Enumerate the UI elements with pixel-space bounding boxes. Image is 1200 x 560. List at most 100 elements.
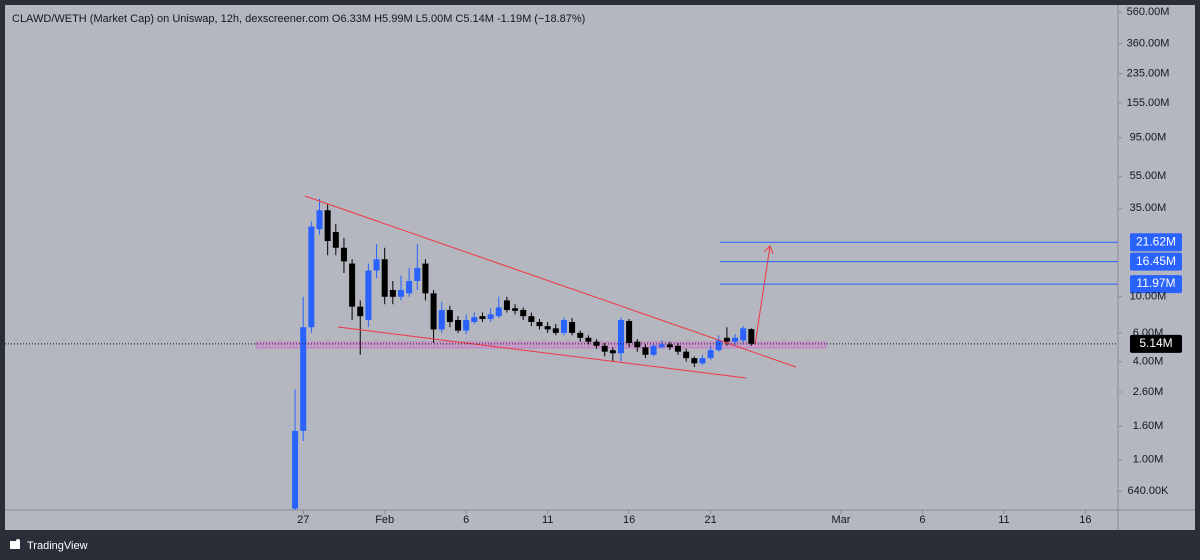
candle-body [715, 340, 722, 351]
candle-body [422, 263, 429, 294]
candle-body [389, 290, 396, 297]
x-tick-label: 6 [919, 514, 925, 526]
last-price-label: 5.14M [1139, 336, 1172, 350]
candle-body [617, 320, 624, 354]
candle-body [487, 314, 494, 320]
candle-body [365, 270, 372, 321]
candle-body [512, 308, 519, 311]
x-tick-label: 16 [623, 514, 635, 526]
y-tick-label: 360.00M [1127, 37, 1170, 49]
x-tick-label: 11 [542, 514, 553, 526]
candle-body [455, 320, 462, 331]
candle-body [430, 293, 437, 330]
brand: TradingView [27, 540, 88, 552]
candle-body [381, 259, 388, 297]
candle-body [463, 320, 470, 331]
y-tick-label: 35.00M [1130, 202, 1167, 214]
price-line-label: 21.62M [1136, 234, 1176, 248]
x-tick-label: 21 [704, 514, 716, 526]
candle-body [503, 300, 510, 310]
candle-body [520, 309, 527, 317]
candle-body [332, 231, 339, 248]
y-tick-label: 6.00M [1133, 327, 1164, 339]
candle-body [650, 345, 657, 355]
candle-body [292, 430, 299, 509]
x-tick-label: 27 [297, 514, 309, 526]
price-line-tag [1130, 252, 1182, 271]
candle-body [569, 321, 576, 333]
candle-body [626, 320, 633, 344]
x-tick-label: Mar [831, 514, 850, 526]
candle-body [732, 337, 739, 342]
candle-body [683, 351, 690, 359]
candle-body [357, 306, 364, 317]
candle-body [300, 327, 307, 431]
support-zone [255, 341, 827, 349]
candle-body [707, 350, 714, 359]
y-tick-label: 1.00M [1133, 453, 1164, 465]
candle-body [536, 321, 543, 327]
grid [302, 11, 1122, 514]
candle-body [414, 268, 421, 282]
candle-body [316, 210, 323, 230]
candle-body [675, 345, 682, 352]
y-tick-label: 1.60M [1133, 420, 1164, 432]
candle-body [609, 350, 616, 354]
last-price-tag [1130, 334, 1182, 353]
price-line-label: 16.45M [1136, 254, 1176, 268]
logo [10, 539, 20, 549]
candle-body [634, 341, 641, 348]
y-tick-label: 235.00M [1127, 67, 1170, 79]
candle-body [642, 347, 649, 355]
candle-body [601, 345, 608, 352]
candle-body [666, 344, 673, 348]
candle-body [397, 290, 404, 297]
y-tick-label: 155.00M [1127, 97, 1170, 109]
candle-body [699, 358, 706, 364]
candle-body [340, 247, 347, 262]
candle-body [406, 281, 413, 294]
trend-line-upper [304, 195, 797, 368]
trend-line-lower [337, 326, 747, 379]
candle-body [577, 332, 584, 338]
candle-body [373, 259, 380, 271]
candle-body [324, 210, 331, 242]
plot-area [255, 195, 827, 510]
candle-body [528, 316, 535, 322]
x-tick-label: 6 [463, 514, 469, 526]
candle-body [446, 309, 453, 322]
candle-body [552, 328, 559, 333]
price-line-label: 11.97M [1136, 276, 1175, 290]
candle-body [585, 337, 592, 342]
candle-body [723, 337, 730, 342]
price-line-tag [1130, 275, 1182, 294]
candle-body [544, 326, 551, 330]
candle-body [748, 329, 755, 344]
chart-title: CLAWD/WETH (Market Cap) on Uniswap, 12h,… [12, 13, 585, 25]
candle-body [438, 309, 445, 330]
target-arrow [754, 245, 774, 346]
y-tick-label: 640.00K [1128, 485, 1170, 497]
x-tick-label: 16 [1079, 514, 1091, 526]
y-tick-label: 560.00M [1127, 6, 1170, 18]
y-tick-label: 55.00M [1130, 170, 1167, 182]
candle-body [479, 316, 486, 320]
price-line-tag [1130, 233, 1182, 252]
candle-body [658, 344, 665, 348]
price-lines: 21.62M 16.45M 11.97M 5.14M [5, 233, 1182, 353]
y-tick-label: 10.00M [1130, 291, 1167, 303]
candle-body [691, 358, 698, 364]
y-tick-label: 95.00M [1130, 132, 1167, 144]
candle-body [349, 263, 356, 307]
candles [292, 198, 755, 510]
candle-body [740, 328, 747, 341]
y-tick-label: 2.60M [1133, 386, 1164, 398]
candle-body [495, 307, 502, 317]
background [5, 5, 1195, 530]
candle-body [560, 320, 567, 333]
footer [0, 530, 1200, 560]
candle-body [308, 226, 315, 328]
y-tick-label: 4.00M [1133, 355, 1164, 367]
